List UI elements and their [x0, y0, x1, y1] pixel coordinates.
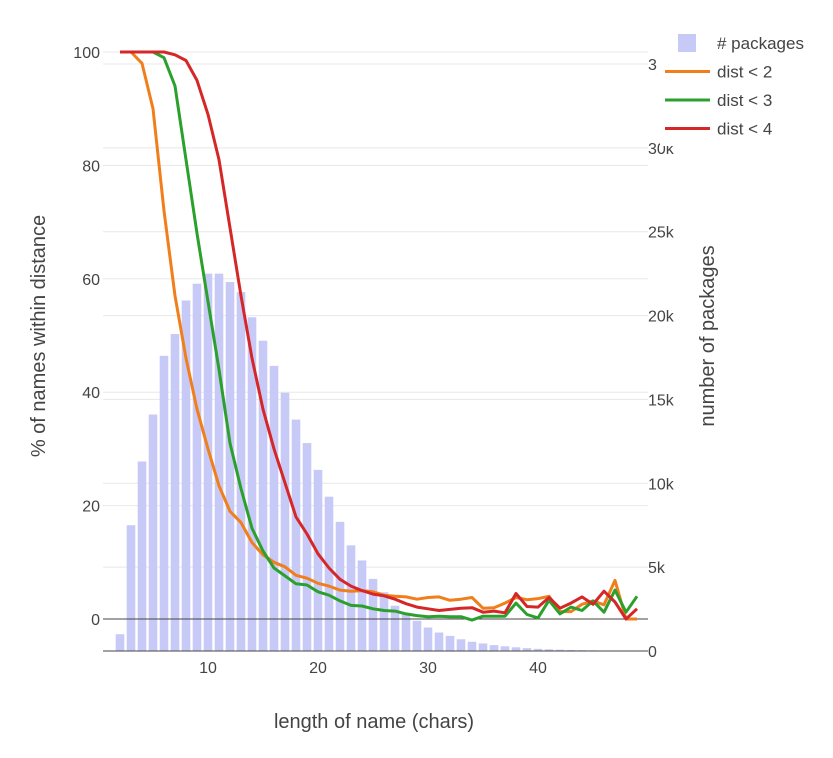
x-tick-label: 20 — [309, 660, 327, 677]
left-tick-label: 0 — [91, 612, 100, 629]
bar-x-15 — [258, 340, 268, 651]
bar-x-32 — [445, 635, 455, 651]
bar-x-40 — [533, 648, 543, 651]
x-tick-label: 40 — [529, 660, 547, 677]
bar-x-19 — [302, 443, 312, 651]
legend-item[interactable]: dist < 3 — [665, 91, 772, 110]
bar-x-17 — [280, 392, 290, 651]
right-tick-label: 0 — [648, 644, 657, 661]
bar-x-27 — [390, 605, 400, 651]
right-tick-label: 10k — [648, 476, 675, 493]
left-tick-label: 100 — [73, 45, 100, 62]
bar-x-3 — [126, 525, 136, 651]
legend-item[interactable]: dist < 4 — [665, 120, 772, 139]
left-axis-title: % of names within distance — [28, 215, 50, 457]
bar-x-41 — [544, 649, 554, 651]
right-tick-label: 15k — [648, 392, 675, 409]
bar-x-29 — [412, 620, 422, 651]
right-axis-title: number of packages — [697, 245, 719, 426]
bar-x-22 — [335, 521, 345, 651]
bar-x-43 — [566, 649, 576, 651]
zero-line — [103, 618, 648, 652]
bar-x-21 — [324, 496, 334, 651]
legend-item[interactable]: dist < 2 — [665, 63, 772, 82]
left-tick-label: 40 — [82, 385, 100, 402]
right-tick-label: 5k — [648, 560, 666, 577]
right-tick-label: 20k — [648, 309, 675, 326]
legend-label: dist < 2 — [717, 63, 772, 82]
right-tick-label: 25k — [648, 225, 675, 242]
bar-x-37 — [500, 646, 510, 651]
bar-x-25 — [368, 578, 378, 651]
x-tick-label: 10 — [199, 660, 217, 677]
bar-x-11 — [214, 273, 224, 651]
bar-x-18 — [291, 419, 301, 651]
legend-swatch-bar — [678, 34, 696, 52]
bar-x-42 — [555, 649, 565, 651]
left-tick-label: 80 — [82, 158, 100, 175]
right-tick-label: 3 — [648, 57, 657, 74]
bar-x-30 — [423, 627, 433, 651]
line-dist-4 — [120, 50, 639, 621]
bar-x-34 — [467, 641, 477, 651]
bar-x-26 — [379, 592, 389, 651]
bar-x-12 — [225, 282, 235, 651]
bar-x-36 — [489, 645, 499, 651]
x-tick-label: 30 — [419, 660, 437, 677]
legend-label: dist < 3 — [717, 91, 772, 110]
bar-x-28 — [401, 614, 411, 651]
distance-lines — [120, 50, 639, 622]
line-dist-3 — [120, 50, 639, 622]
bar-x-13 — [236, 292, 246, 651]
bar-x-9 — [192, 283, 202, 651]
bar-x-39 — [522, 648, 532, 651]
bar-x-4 — [137, 461, 147, 651]
bar-x-8 — [181, 300, 191, 651]
bar-x-7 — [170, 334, 180, 651]
bar-x-14 — [247, 317, 257, 651]
legend-item[interactable]: # packages — [678, 34, 804, 53]
bar-x-5 — [148, 414, 158, 651]
legend[interactable]: # packages dist < 2 dist < 3 dist < 4 — [660, 28, 832, 146]
bar-x-16 — [269, 365, 279, 651]
bar-x-33 — [456, 639, 466, 651]
legend-label: # packages — [717, 34, 804, 53]
left-tick-label: 20 — [82, 499, 100, 516]
bar-x-6 — [159, 355, 169, 651]
bar-x-20 — [313, 469, 323, 651]
bar-x-38 — [511, 647, 521, 651]
bar-x-35 — [478, 643, 488, 651]
bar-x-31 — [434, 632, 444, 651]
packages-bars — [115, 273, 642, 651]
x-axis-title: length of name (chars) — [274, 711, 474, 733]
left-tick-label: 60 — [82, 272, 100, 289]
legend-label: dist < 4 — [717, 120, 772, 139]
bar-x-2 — [115, 634, 125, 651]
bar-x-10 — [203, 273, 213, 651]
bar-x-23 — [346, 545, 356, 651]
